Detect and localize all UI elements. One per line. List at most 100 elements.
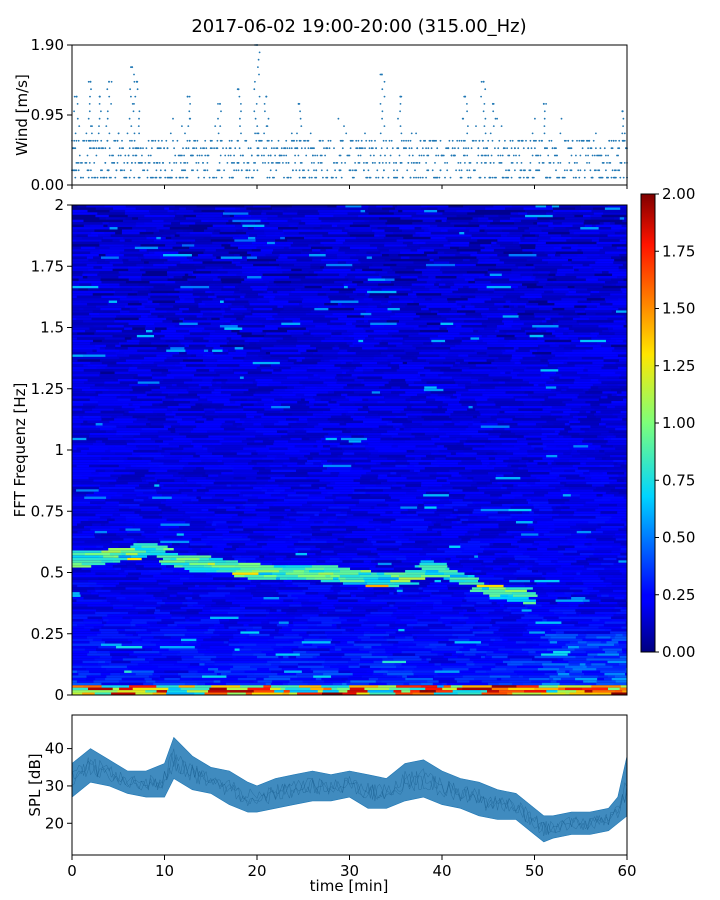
- heatmap-cell: [511, 533, 522, 536]
- heatmap-cell: [400, 525, 429, 529]
- heatmap-cell: [546, 435, 560, 438]
- heatmap-cell: [321, 555, 347, 558]
- wind-point: [541, 139, 543, 142]
- heatmap-cell: [109, 543, 134, 546]
- wind-point: [577, 169, 580, 172]
- heatmap-cell: [418, 631, 449, 634]
- heatmap-cell: [472, 626, 478, 629]
- heatmap-cell: [358, 663, 375, 666]
- heatmap-cell: [527, 469, 552, 472]
- heatmap-cell: [202, 621, 221, 624]
- heatmap-cell: [351, 435, 365, 438]
- heatmap-cell: [148, 496, 153, 499]
- heatmap-cell: [221, 459, 235, 463]
- heatmap-cell: [340, 511, 348, 514]
- heatmap-cell: [167, 690, 188, 693]
- wind-point: [385, 162, 387, 164]
- heatmap-cell: [245, 543, 258, 546]
- heatmap-cell: [453, 592, 465, 595]
- heatmap-cell: [174, 621, 204, 624]
- heatmap-cell: [598, 574, 614, 578]
- wind-point: [560, 117, 563, 120]
- heatmap-cell: [192, 489, 198, 492]
- heatmap-cell: [103, 545, 119, 548]
- heatmap-cell: [165, 550, 189, 553]
- heatmap-cell: [158, 525, 167, 529]
- heatmap-cell: [179, 423, 193, 426]
- heatmap-cell: [157, 432, 180, 436]
- wind-point: [93, 147, 96, 150]
- heatmap-cell: [570, 525, 579, 529]
- heatmap-cell: [228, 641, 240, 644]
- wind-point: [172, 117, 174, 120]
- heatmap-cell: [330, 665, 349, 668]
- wind-point: [77, 162, 80, 164]
- heatmap-cell: [599, 503, 618, 507]
- heatmap-cell: [367, 616, 397, 619]
- wind-point: [510, 147, 513, 150]
- wind-point: [476, 162, 478, 164]
- heatmap-cell: [128, 611, 139, 615]
- heatmap-cell: [390, 535, 399, 539]
- heatmap-cell: [593, 587, 617, 590]
- heatmap-cell: [199, 579, 215, 583]
- heatmap-cell: [232, 545, 240, 548]
- heatmap-cell: [502, 638, 508, 642]
- heatmap-cell: [329, 445, 338, 448]
- heatmap-cell: [377, 552, 382, 556]
- heatmap-cell: [387, 479, 412, 482]
- heatmap-cell: [286, 555, 299, 558]
- wind-point: [482, 110, 485, 113]
- heatmap-cell: [268, 675, 298, 678]
- heatmap-cell: [126, 665, 139, 668]
- heatmap-cell: [531, 680, 551, 683]
- heatmap-cell: [430, 555, 457, 558]
- heatmap-cell: [303, 538, 311, 541]
- heatmap-cell: [72, 650, 90, 654]
- heatmap-cell: [600, 479, 618, 482]
- wind-point: [74, 132, 77, 135]
- heatmap-cell: [429, 628, 454, 632]
- heatmap-cell: [308, 499, 334, 502]
- wind-point: [354, 162, 356, 164]
- heatmap-cell: [289, 690, 319, 693]
- heatmap-cell: [299, 535, 316, 539]
- heatmap-cell: [140, 572, 161, 575]
- heatmap-cell: [424, 432, 447, 436]
- heatmap-cell: [348, 660, 361, 664]
- wind-point: [529, 169, 532, 172]
- heatmap-cell: [534, 687, 559, 691]
- heatmap-cell: [118, 680, 147, 683]
- wind-point: [497, 154, 500, 157]
- heatmap-cell: [393, 565, 410, 568]
- heatmap-cell: [203, 565, 212, 568]
- heatmap-cell: [169, 467, 184, 470]
- heatmap-cell: [72, 636, 88, 639]
- heatmap-cell: [127, 668, 147, 671]
- wind-point: [397, 117, 399, 120]
- heatmap-cell: [232, 579, 251, 583]
- heatmap-cell: [145, 658, 150, 661]
- heatmap-cell: [274, 628, 280, 632]
- heatmap-cell: [159, 638, 182, 642]
- heatmap-cell: [430, 535, 459, 539]
- heatmap-cell: [432, 440, 460, 443]
- heatmap-cell: [182, 501, 194, 504]
- heatmap-cell: [488, 582, 511, 585]
- heatmap-cell: [108, 548, 136, 551]
- heatmap-cell: [600, 670, 610, 673]
- heatmap-cell: [499, 548, 518, 551]
- heatmap-cell: [586, 454, 611, 458]
- heatmap-cell: [342, 447, 353, 450]
- heatmap-cell: [77, 653, 88, 656]
- heatmap-cell: [488, 516, 498, 519]
- heatmap-cell: [287, 432, 307, 436]
- heatmap-cell: [234, 574, 245, 578]
- heatmap-cell: [395, 518, 425, 521]
- heatmap-cell: [419, 582, 431, 585]
- wind-point: [389, 154, 392, 157]
- heatmap-cell: [170, 557, 177, 561]
- heatmap-cell: [510, 543, 533, 546]
- heatmap-cell: [467, 423, 473, 426]
